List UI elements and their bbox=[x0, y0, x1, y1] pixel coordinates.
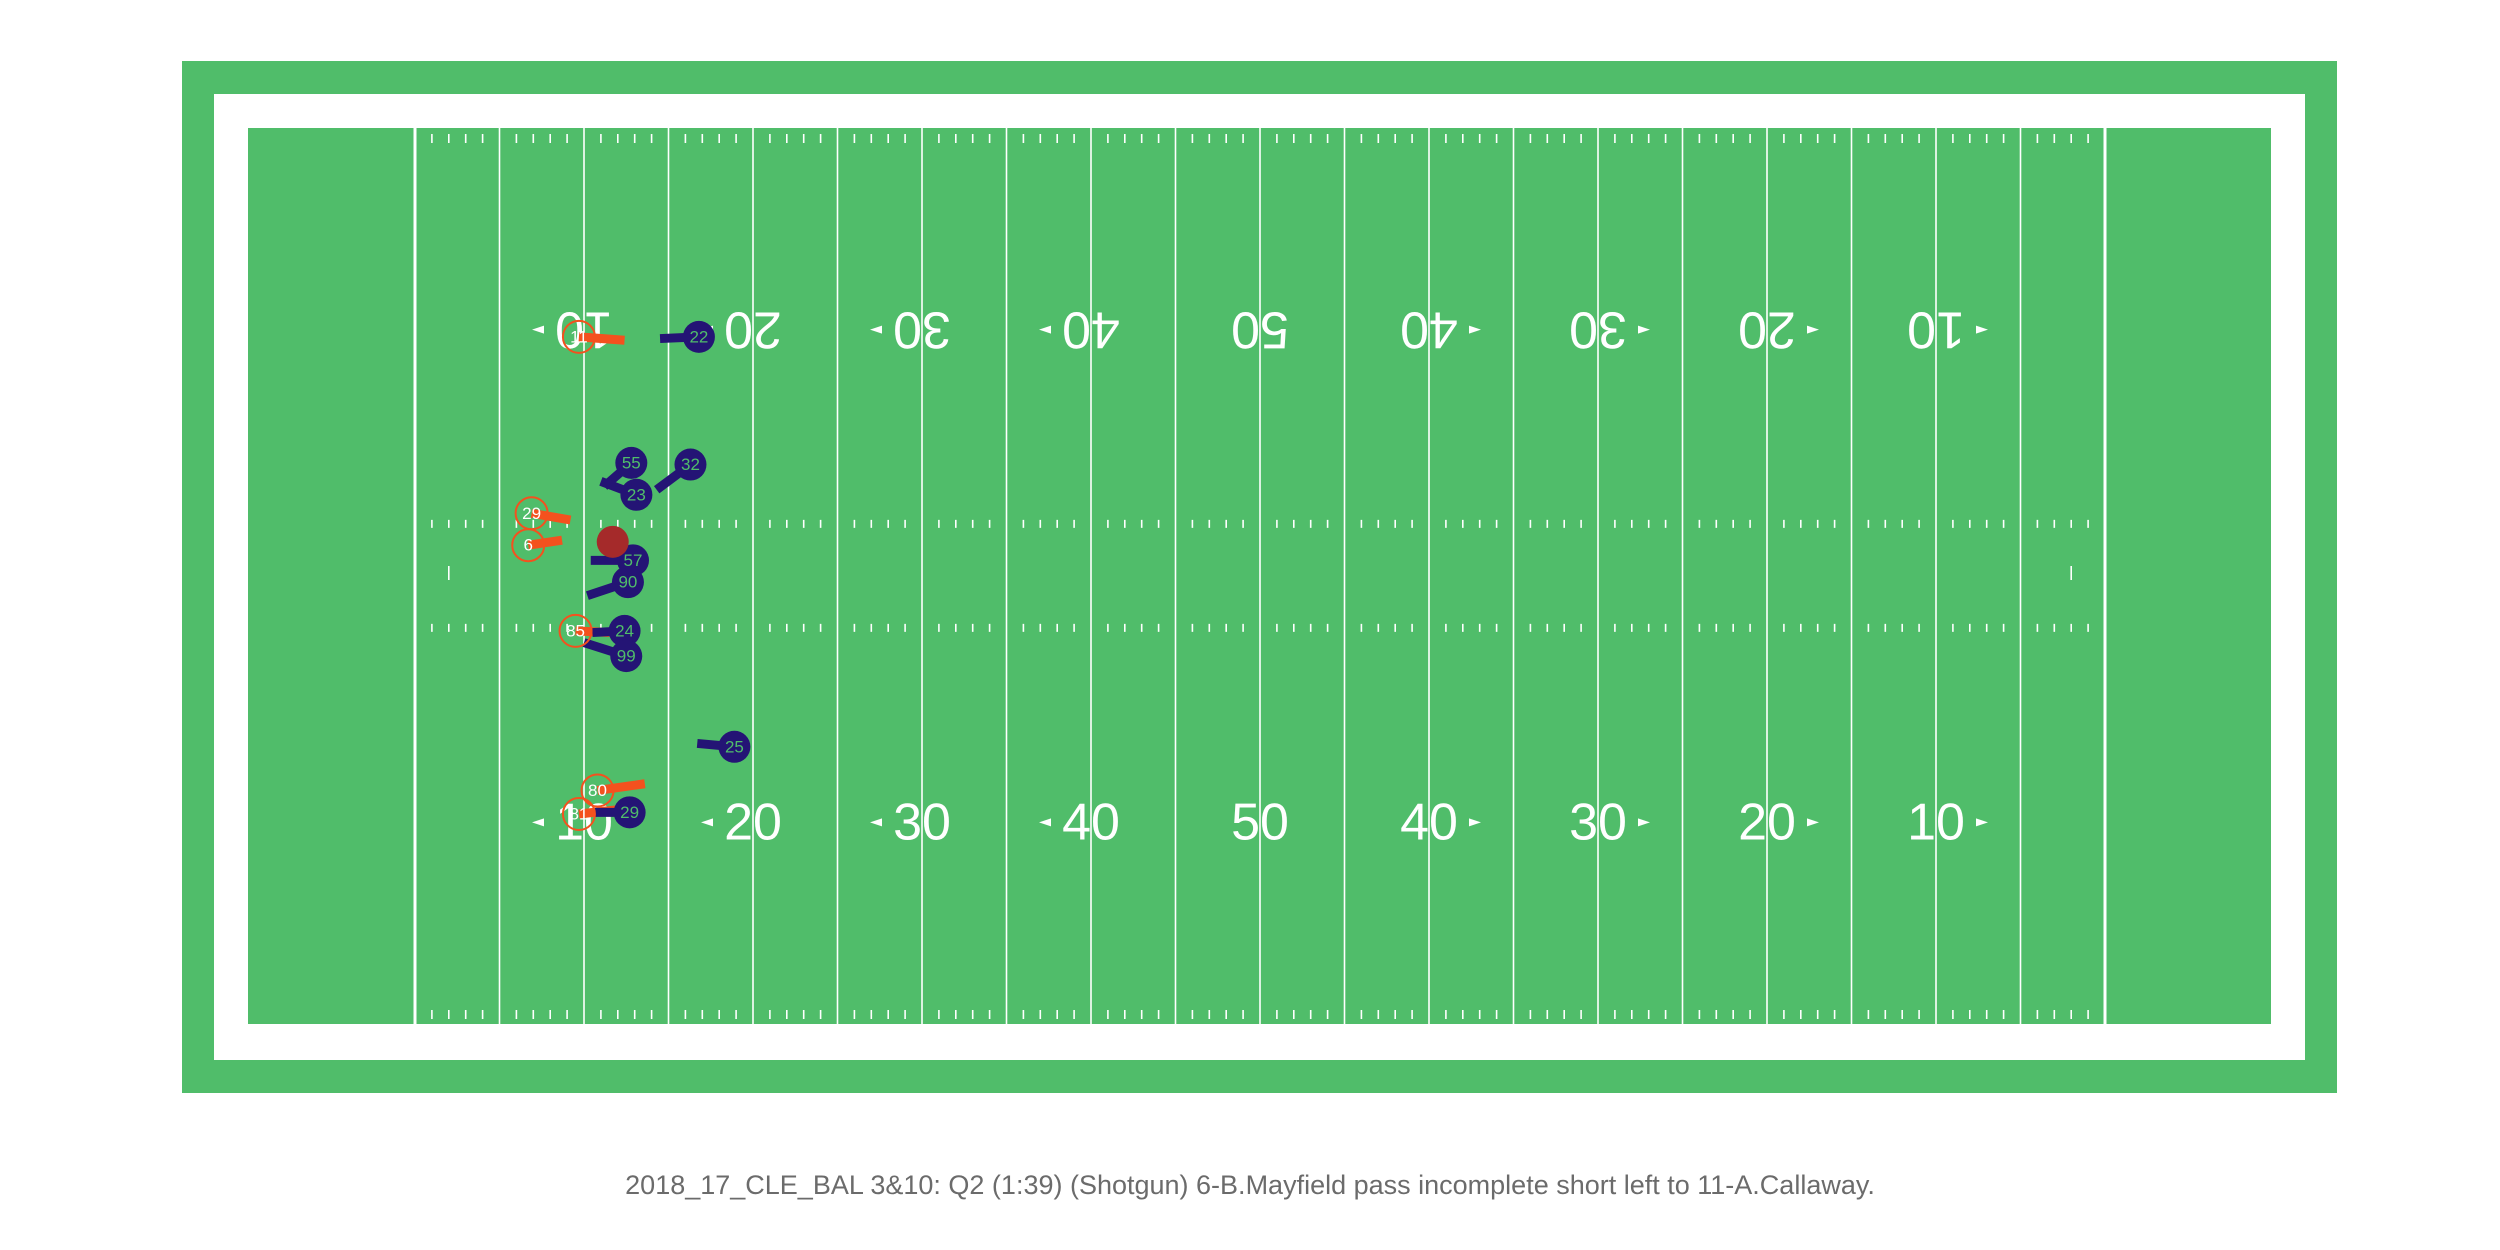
defense-player-number: 25 bbox=[725, 737, 744, 756]
offense-player-marker bbox=[561, 319, 596, 354]
defense-player-marker bbox=[682, 320, 715, 353]
yard-number-bottom: 30 bbox=[893, 793, 951, 851]
defense-player-marker bbox=[608, 614, 641, 647]
yard-number-bottom: 40 bbox=[1062, 793, 1120, 851]
yard-number-bottom: 40 bbox=[1400, 793, 1458, 851]
yard-number-top: 40 bbox=[1062, 301, 1120, 359]
direction-arrow bbox=[532, 325, 544, 334]
defense-player-number: 90 bbox=[618, 573, 637, 592]
direction-arrow bbox=[1807, 818, 1819, 827]
defense-player-marker bbox=[615, 446, 648, 479]
defense-player-marker bbox=[620, 478, 653, 511]
direction-arrow bbox=[1039, 325, 1051, 334]
direction-arrow bbox=[701, 818, 713, 827]
offense-player-marker bbox=[511, 528, 546, 563]
direction-arrow bbox=[1976, 818, 1988, 827]
direction-arrow bbox=[1039, 818, 1051, 827]
defense-player-marker bbox=[610, 640, 643, 673]
yard-number-bottom: 20 bbox=[724, 793, 782, 851]
defense-player-marker bbox=[613, 796, 646, 829]
defense-player-marker bbox=[718, 730, 751, 763]
defense-player: 32 bbox=[674, 448, 707, 481]
defense-player: 55 bbox=[615, 446, 648, 479]
defense-player-marker bbox=[674, 448, 707, 481]
offense-player: 81 bbox=[561, 797, 596, 831]
defense-player-marker bbox=[611, 566, 644, 599]
offense-player: 85 bbox=[558, 613, 593, 648]
defense-player-number: 55 bbox=[622, 453, 641, 472]
defense-player-number: 29 bbox=[620, 803, 639, 822]
yard-number-top: 30 bbox=[1569, 301, 1627, 359]
direction-arrow bbox=[870, 325, 882, 334]
offense-player-marker bbox=[561, 797, 596, 831]
direction-arrow bbox=[1469, 818, 1481, 827]
direction-arrow bbox=[1638, 818, 1650, 827]
player-trail bbox=[578, 332, 625, 345]
defense-player: 29 bbox=[613, 796, 646, 829]
player-trail bbox=[596, 779, 646, 795]
player-trail bbox=[527, 535, 563, 550]
football bbox=[596, 525, 629, 558]
offense-player-marker bbox=[558, 613, 593, 648]
play-description: 2018_17_CLE_BAL 3&10: Q2 (1:39) (Shotgun… bbox=[625, 1170, 1875, 1200]
yard-number-top: 20 bbox=[724, 301, 782, 359]
direction-arrow bbox=[1807, 325, 1819, 334]
offense-player-number: 81 bbox=[569, 805, 588, 824]
defense-player: 22 bbox=[682, 320, 715, 353]
defense-player: 24 bbox=[608, 614, 641, 647]
yard-number-top: 50 bbox=[1231, 301, 1289, 359]
yard-number-top: 10 bbox=[1907, 301, 1965, 359]
direction-arrow bbox=[1469, 325, 1481, 334]
yard-number-bottom: 30 bbox=[1569, 793, 1627, 851]
player-trail bbox=[530, 508, 572, 525]
offense-player: 6 bbox=[511, 528, 546, 563]
direction-arrow bbox=[1976, 325, 1988, 334]
yard-number-top: 40 bbox=[1400, 301, 1458, 359]
offense-player-number: 85 bbox=[566, 621, 585, 640]
defense-player-number: 99 bbox=[617, 647, 636, 666]
defense-player-number: 24 bbox=[615, 621, 634, 640]
offense-player-marker bbox=[580, 773, 615, 808]
yard-number-top: 20 bbox=[1738, 301, 1796, 359]
yard-lines bbox=[413, 128, 2107, 1024]
defense-player-number: 32 bbox=[681, 455, 700, 474]
defense-player: 23 bbox=[620, 478, 653, 511]
direction-arrow bbox=[870, 818, 882, 827]
direction-arrow bbox=[532, 818, 544, 827]
yard-number-bottom: 50 bbox=[1231, 793, 1289, 851]
offense-player-number: 80 bbox=[588, 781, 607, 800]
defense-player-number: 23 bbox=[627, 485, 646, 504]
offense-player: 11 bbox=[561, 319, 596, 354]
offense-player-number: 11 bbox=[570, 327, 588, 346]
defense-player-number: 22 bbox=[689, 327, 708, 346]
direction-arrow bbox=[1638, 325, 1650, 334]
offense-player: 80 bbox=[580, 773, 615, 808]
yard-number-bottom: 10 bbox=[1907, 793, 1965, 851]
yard-number-top: 30 bbox=[893, 301, 951, 359]
defense-player-number: 57 bbox=[624, 551, 643, 570]
offense-player-number: 29 bbox=[522, 504, 541, 523]
offense-player-number: 6 bbox=[523, 536, 532, 555]
defense-player: 25 bbox=[718, 730, 751, 763]
defense-player: 90 bbox=[611, 566, 644, 599]
yard-number-bottom: 20 bbox=[1738, 793, 1796, 851]
defense-player: 99 bbox=[610, 640, 643, 673]
